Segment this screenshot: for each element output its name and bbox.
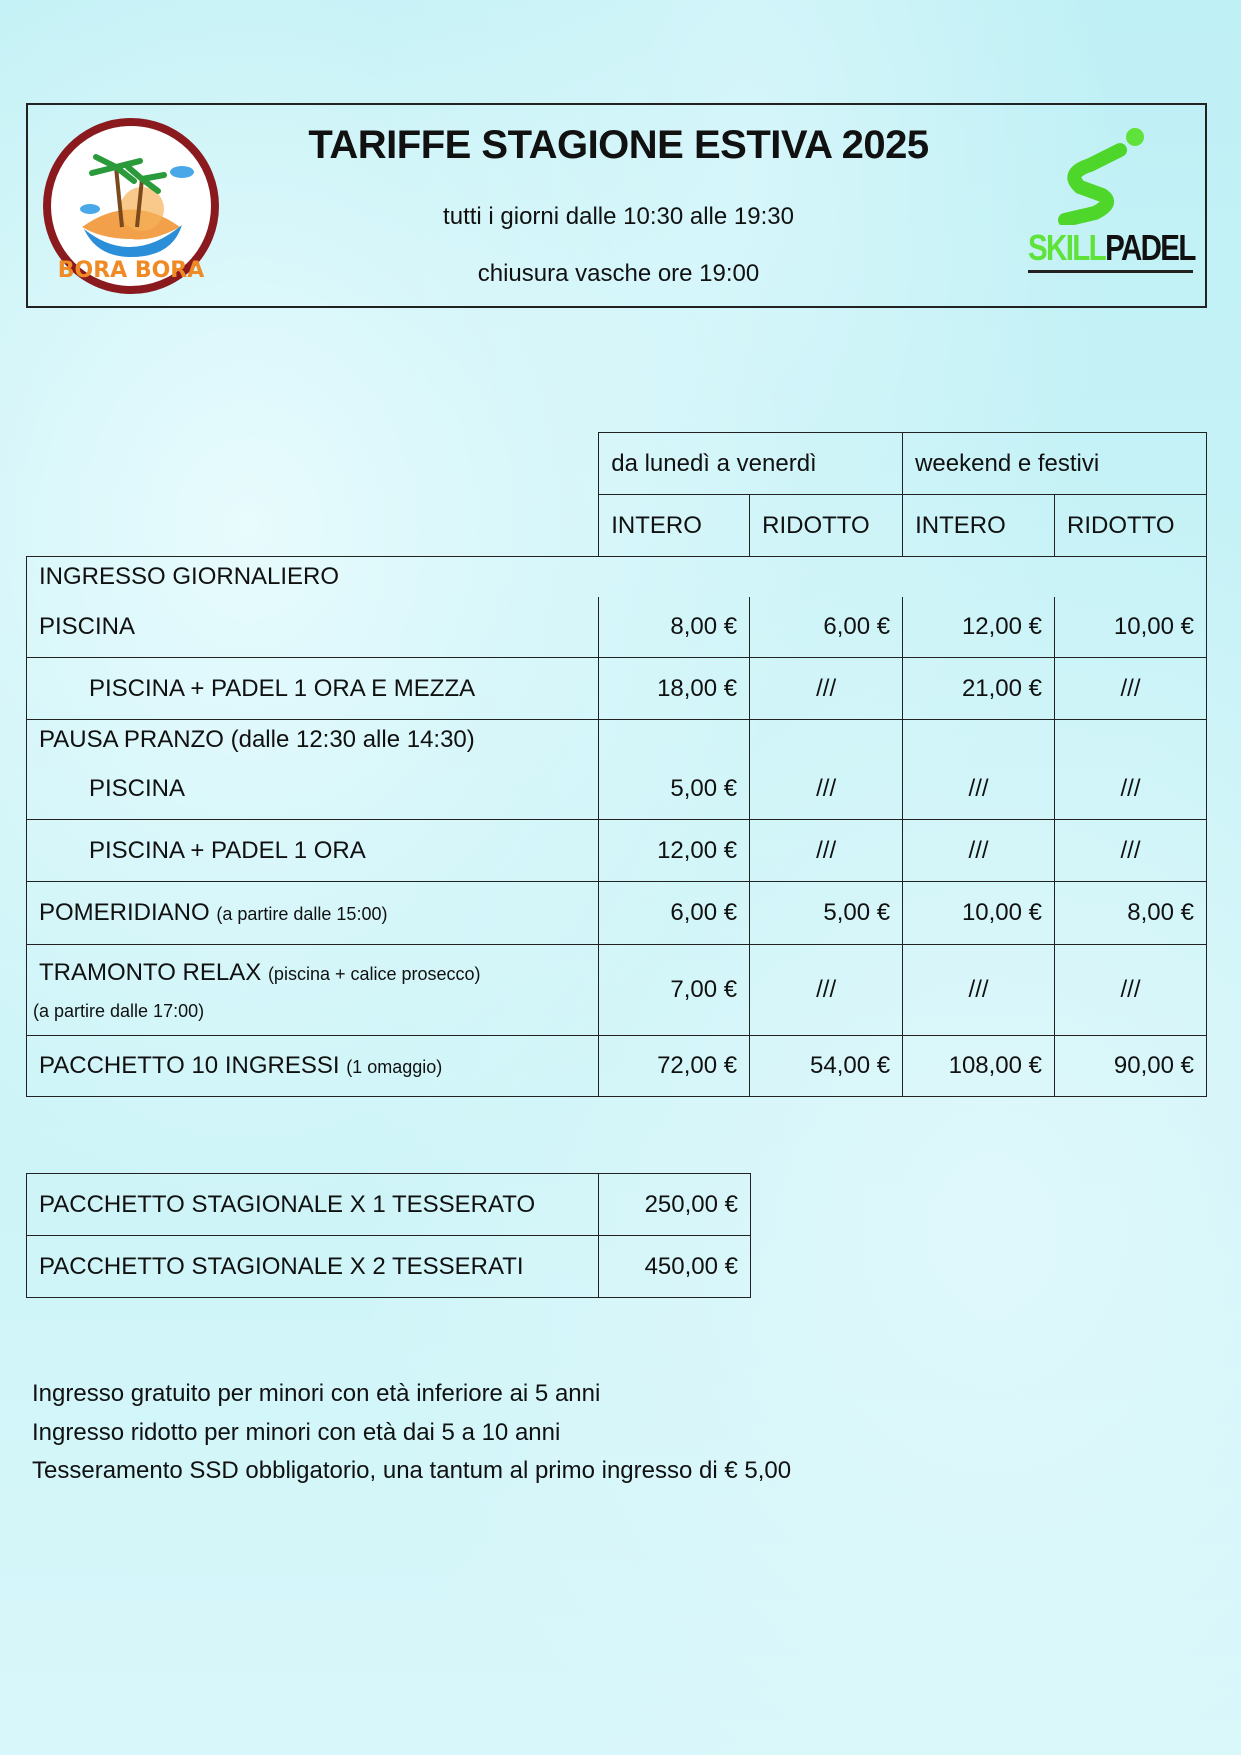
- note-membership: Tesseramento SSD obbligatorio, una tantu…: [32, 1457, 792, 1484]
- table-row: POMERIDIANO (a partire dalle 15:00) 6,00…: [25, 881, 1207, 945]
- table-row: PACCHETTO 10 INGRESSI (1 omaggio) 72,00 …: [25, 1035, 1207, 1097]
- logo-padel: PADEL: [1105, 227, 1196, 268]
- table-row: PACCHETTO STAGIONALE X 1 TESSERATO 250,00…: [25, 1173, 751, 1236]
- bora-bora-logo: BORA BORA: [43, 118, 219, 294]
- table-row: PISCINA 5,00 €/////////: [25, 759, 1207, 820]
- header-box: BORA BORA TARIFFE STAGIONE ESTIVA 2025 t…: [26, 103, 1207, 308]
- section-daily: INGRESSO GIORNALIERO: [26, 556, 1207, 597]
- pool-closing-time: chiusura vasche ore 19:00: [477, 260, 760, 287]
- table-row: PISCINA + PADEL 1 ORA 12,00 €/////////: [25, 819, 1207, 882]
- skillpadel-s-icon: [1058, 128, 1144, 225]
- col-weekend-full: INTERO: [902, 494, 1056, 557]
- header-weekday: da lunedì a venerdì: [598, 432, 904, 495]
- header-weekend: weekend e festivi: [902, 432, 1207, 495]
- table-row: TRAMONTO RELAX (piscina + calice prosecc…: [25, 944, 1207, 1036]
- col-weekday-full: INTERO: [598, 494, 751, 557]
- svg-text:BORA BORA: BORA BORA: [58, 258, 205, 283]
- season-table: PACCHETTO STAGIONALE X 1 TESSERATO 250,00…: [25, 1173, 751, 1298]
- table-row: PISCINA + PADEL 1 ORA E MEZZA 18,00 €///…: [25, 657, 1207, 720]
- logo-skill: SKILL: [1028, 227, 1107, 268]
- col-weekend-reduced: RIDOTTO: [1054, 494, 1207, 557]
- page-title: TARIFFE STAGIONE ESTIVA 2025: [308, 123, 929, 167]
- skillpadel-logo: SKILLPADEL: [1000, 125, 1196, 285]
- price-table: da lunedì a venerdì weekend e festivi IN…: [25, 432, 1207, 1097]
- section-lunch: PAUSA PRANZO (dalle 12:30 alle 14:30): [25, 719, 600, 760]
- opening-hours: tutti i giorni dalle 10:30 alle 19:30: [443, 203, 794, 230]
- table-row: PACCHETTO STAGIONALE X 2 TESSERATI 450,00…: [25, 1235, 751, 1298]
- table-row: PISCINA 8,00 €6,00 €12,00 €10,00 €: [25, 596, 1207, 658]
- col-weekday-reduced: RIDOTTO: [749, 494, 904, 557]
- note-reduced-entry: Ingresso ridotto per minori con età dai …: [32, 1419, 561, 1446]
- note-free-entry: Ingresso gratuito per minori con età inf…: [32, 1380, 601, 1407]
